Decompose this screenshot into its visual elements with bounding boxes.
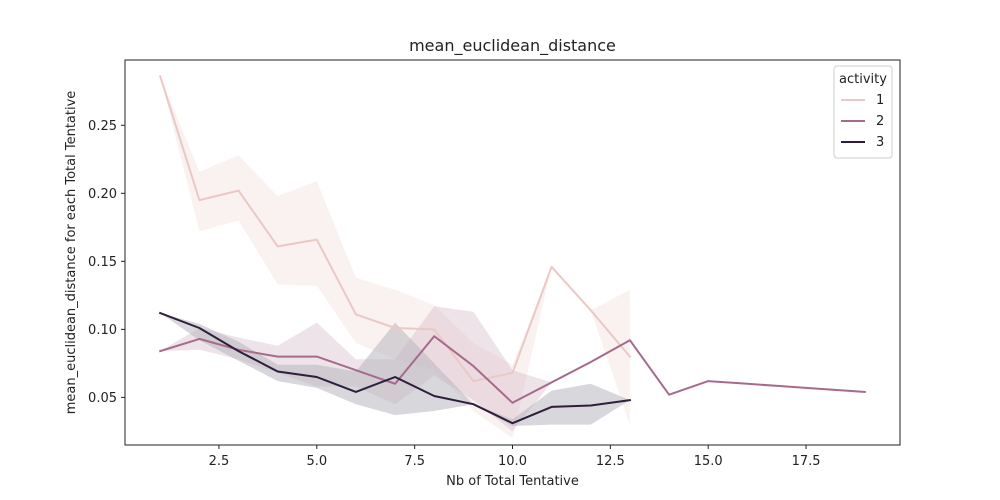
legend-box <box>833 65 893 159</box>
series-line-1 <box>158 75 632 383</box>
series-line-2 <box>158 335 866 404</box>
x-tick-label: 17.5 <box>792 454 821 469</box>
legend-label-2: 2 <box>876 114 884 129</box>
y-tick-label: 0.25 <box>88 119 117 134</box>
legend-label-3: 3 <box>876 135 884 150</box>
y-tick-label: 0.20 <box>88 187 117 202</box>
x-tick-label: 12.5 <box>596 454 625 469</box>
y-tick-label: 0.05 <box>88 391 117 406</box>
series-line-3 <box>158 311 632 425</box>
legend-label-1: 1 <box>876 93 884 108</box>
x-tick-label: 7.5 <box>404 454 425 469</box>
x-tick-label: 10.0 <box>498 454 527 469</box>
ci-band-3 <box>160 313 630 426</box>
y-axis-label: mean_euclidean_distance for each Total T… <box>64 91 79 415</box>
series-lines <box>158 75 866 425</box>
y-tick-label: 0.15 <box>88 255 117 270</box>
chart-title: mean_euclidean_distance <box>409 36 616 56</box>
legend-items: 1 2 3 <box>841 93 884 150</box>
x-tick-label: 5.0 <box>306 454 327 469</box>
x-axis-label: Nb of Total Tentative <box>446 474 579 489</box>
y-tick-label: 0.10 <box>88 323 117 338</box>
ci-bands <box>160 76 865 439</box>
legend-title: activity <box>839 72 887 87</box>
y-axis: 0.05 0.10 0.15 0.20 0.25 <box>88 119 125 406</box>
legend: activity 1 2 3 <box>833 65 893 159</box>
x-tick-label: 2.5 <box>209 454 230 469</box>
x-tick-label: 15.0 <box>694 454 723 469</box>
x-axis: 2.5 5.0 7.5 10.0 12.5 15.0 17.5 <box>209 445 821 469</box>
